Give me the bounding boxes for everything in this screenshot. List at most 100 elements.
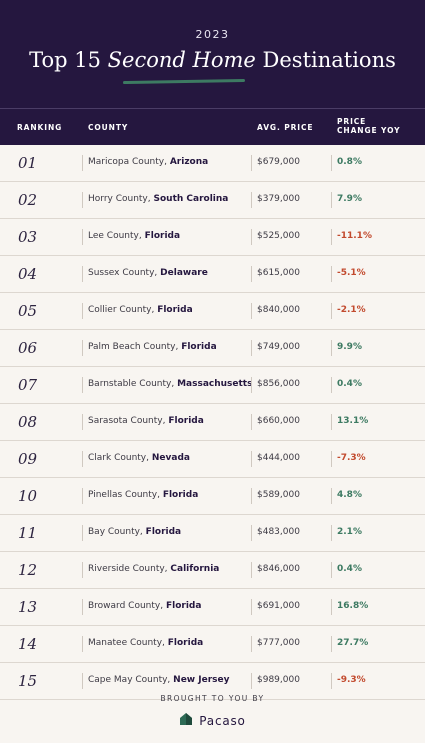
county-name: Maricopa County, Arizona	[88, 157, 208, 167]
column-divider	[331, 192, 332, 208]
avg-price: $379,000	[257, 194, 300, 204]
column-header-row: RANKING COUNTY AVG. PRICE PRICE CHANGE Y…	[0, 108, 425, 145]
avg-price: $525,000	[257, 231, 300, 241]
rank-number: 04	[18, 265, 38, 283]
price-change: 9.9%	[337, 342, 362, 352]
brand: Pacaso	[0, 711, 425, 730]
avg-price: $615,000	[257, 268, 300, 278]
county-label: Sussex County,	[88, 268, 158, 278]
county-label: Lee County,	[88, 231, 142, 241]
table-row: 10 Pinellas County, Florida $589,000 4.8%	[0, 478, 425, 515]
price-change: -9.3%	[337, 675, 366, 685]
county-name: Collier County, Florida	[88, 305, 193, 315]
column-divider	[82, 155, 83, 171]
price-change: -11.1%	[337, 231, 372, 241]
county-label: Horry County,	[88, 194, 151, 204]
column-divider	[82, 525, 83, 541]
house-logo-icon	[179, 711, 193, 730]
column-divider	[331, 377, 332, 393]
column-divider	[251, 599, 252, 615]
county-name: Horry County, South Carolina	[88, 194, 228, 204]
column-divider	[251, 155, 252, 171]
state-label: Florida	[181, 342, 217, 352]
column-price-change-line2: CHANGE YOY	[337, 126, 401, 135]
county-name: Lee County, Florida	[88, 231, 180, 241]
county-label: Clark County,	[88, 453, 149, 463]
rank-number: 01	[18, 154, 38, 172]
price-change: -2.1%	[337, 305, 366, 315]
table-row: 12 Riverside County, California $846,000 0.…	[0, 552, 425, 589]
column-price-change: PRICE CHANGE YOY	[337, 117, 407, 135]
column-divider	[251, 562, 252, 578]
avg-price: $777,000	[257, 638, 300, 648]
page-title: Top 15 Second Home Destinations	[0, 48, 425, 72]
column-divider	[251, 229, 252, 245]
table-row: 02 Horry County, South Carolina $379,000 7.…	[0, 182, 425, 219]
avg-price: $989,000	[257, 675, 300, 685]
column-price-change-line1: PRICE	[337, 117, 367, 126]
column-divider	[331, 266, 332, 282]
price-change: 0.4%	[337, 564, 362, 574]
county-name: Sussex County, Delaware	[88, 268, 208, 278]
price-change: 16.8%	[337, 601, 369, 611]
column-divider	[82, 340, 83, 356]
column-divider	[251, 451, 252, 467]
column-divider	[251, 377, 252, 393]
price-change: 27.7%	[337, 638, 369, 648]
column-divider	[251, 414, 252, 430]
price-change: 2.1%	[337, 527, 362, 537]
rank-number: 08	[18, 413, 38, 431]
column-divider	[331, 414, 332, 430]
avg-price: $679,000	[257, 157, 300, 167]
avg-price: $483,000	[257, 527, 300, 537]
table-row: 14 Manatee County, Florida $777,000 27.7%	[0, 626, 425, 663]
state-label: New Jersey	[173, 675, 230, 685]
column-divider	[331, 673, 332, 689]
footer: BROUGHT TO YOU BY Pacaso	[0, 694, 425, 730]
rank-number: 13	[18, 598, 38, 616]
county-name: Palm Beach County, Florida	[88, 342, 217, 352]
column-divider	[82, 673, 83, 689]
column-divider	[251, 340, 252, 356]
rank-number: 14	[18, 635, 38, 653]
rank-number: 09	[18, 450, 38, 468]
county-label: Sarasota County,	[88, 416, 166, 426]
column-divider	[82, 192, 83, 208]
state-label: Nevada	[151, 453, 190, 463]
avg-price: $444,000	[257, 453, 300, 463]
column-divider	[331, 636, 332, 652]
price-change: -7.3%	[337, 453, 366, 463]
brought-by-label: BROUGHT TO YOU BY	[160, 694, 265, 703]
column-divider	[82, 377, 83, 393]
county-name: Pinellas County, Florida	[88, 490, 198, 500]
column-divider	[331, 562, 332, 578]
table-row: 08 Sarasota County, Florida $660,000 13.1%	[0, 404, 425, 441]
column-divider	[331, 303, 332, 319]
county-label: Palm Beach County,	[88, 342, 179, 352]
table-row: 13 Broward County, Florida $691,000 16.8%	[0, 589, 425, 626]
state-label: Massachusetts	[177, 379, 253, 389]
column-county: COUNTY	[88, 123, 129, 132]
county-label: Pinellas County,	[88, 490, 160, 500]
state-label: Florida	[162, 490, 199, 500]
column-divider	[331, 340, 332, 356]
column-divider	[82, 451, 83, 467]
column-divider	[251, 488, 252, 504]
column-avg-price: AVG. PRICE	[257, 123, 314, 132]
rank-number: 15	[18, 672, 38, 690]
county-label: Broward County,	[88, 601, 164, 611]
county-label: Maricopa County,	[88, 157, 167, 167]
price-change: 7.9%	[337, 194, 362, 204]
year-label: 2023	[195, 28, 230, 41]
table-row: 01 Maricopa County, Arizona $679,000 0.8%	[0, 145, 425, 182]
county-name: Bay County, Florida	[88, 527, 181, 537]
price-change: 13.1%	[337, 416, 369, 426]
column-divider	[251, 636, 252, 652]
state-label: California	[170, 564, 220, 574]
state-label: Arizona	[169, 157, 209, 167]
county-label: Bay County,	[88, 527, 143, 537]
column-divider	[251, 303, 252, 319]
rank-number: 05	[18, 302, 38, 320]
table-row: 11 Bay County, Florida $483,000 2.1%	[0, 515, 425, 552]
table-row: 04 Sussex County, Delaware $615,000 -5.1%	[0, 256, 425, 293]
